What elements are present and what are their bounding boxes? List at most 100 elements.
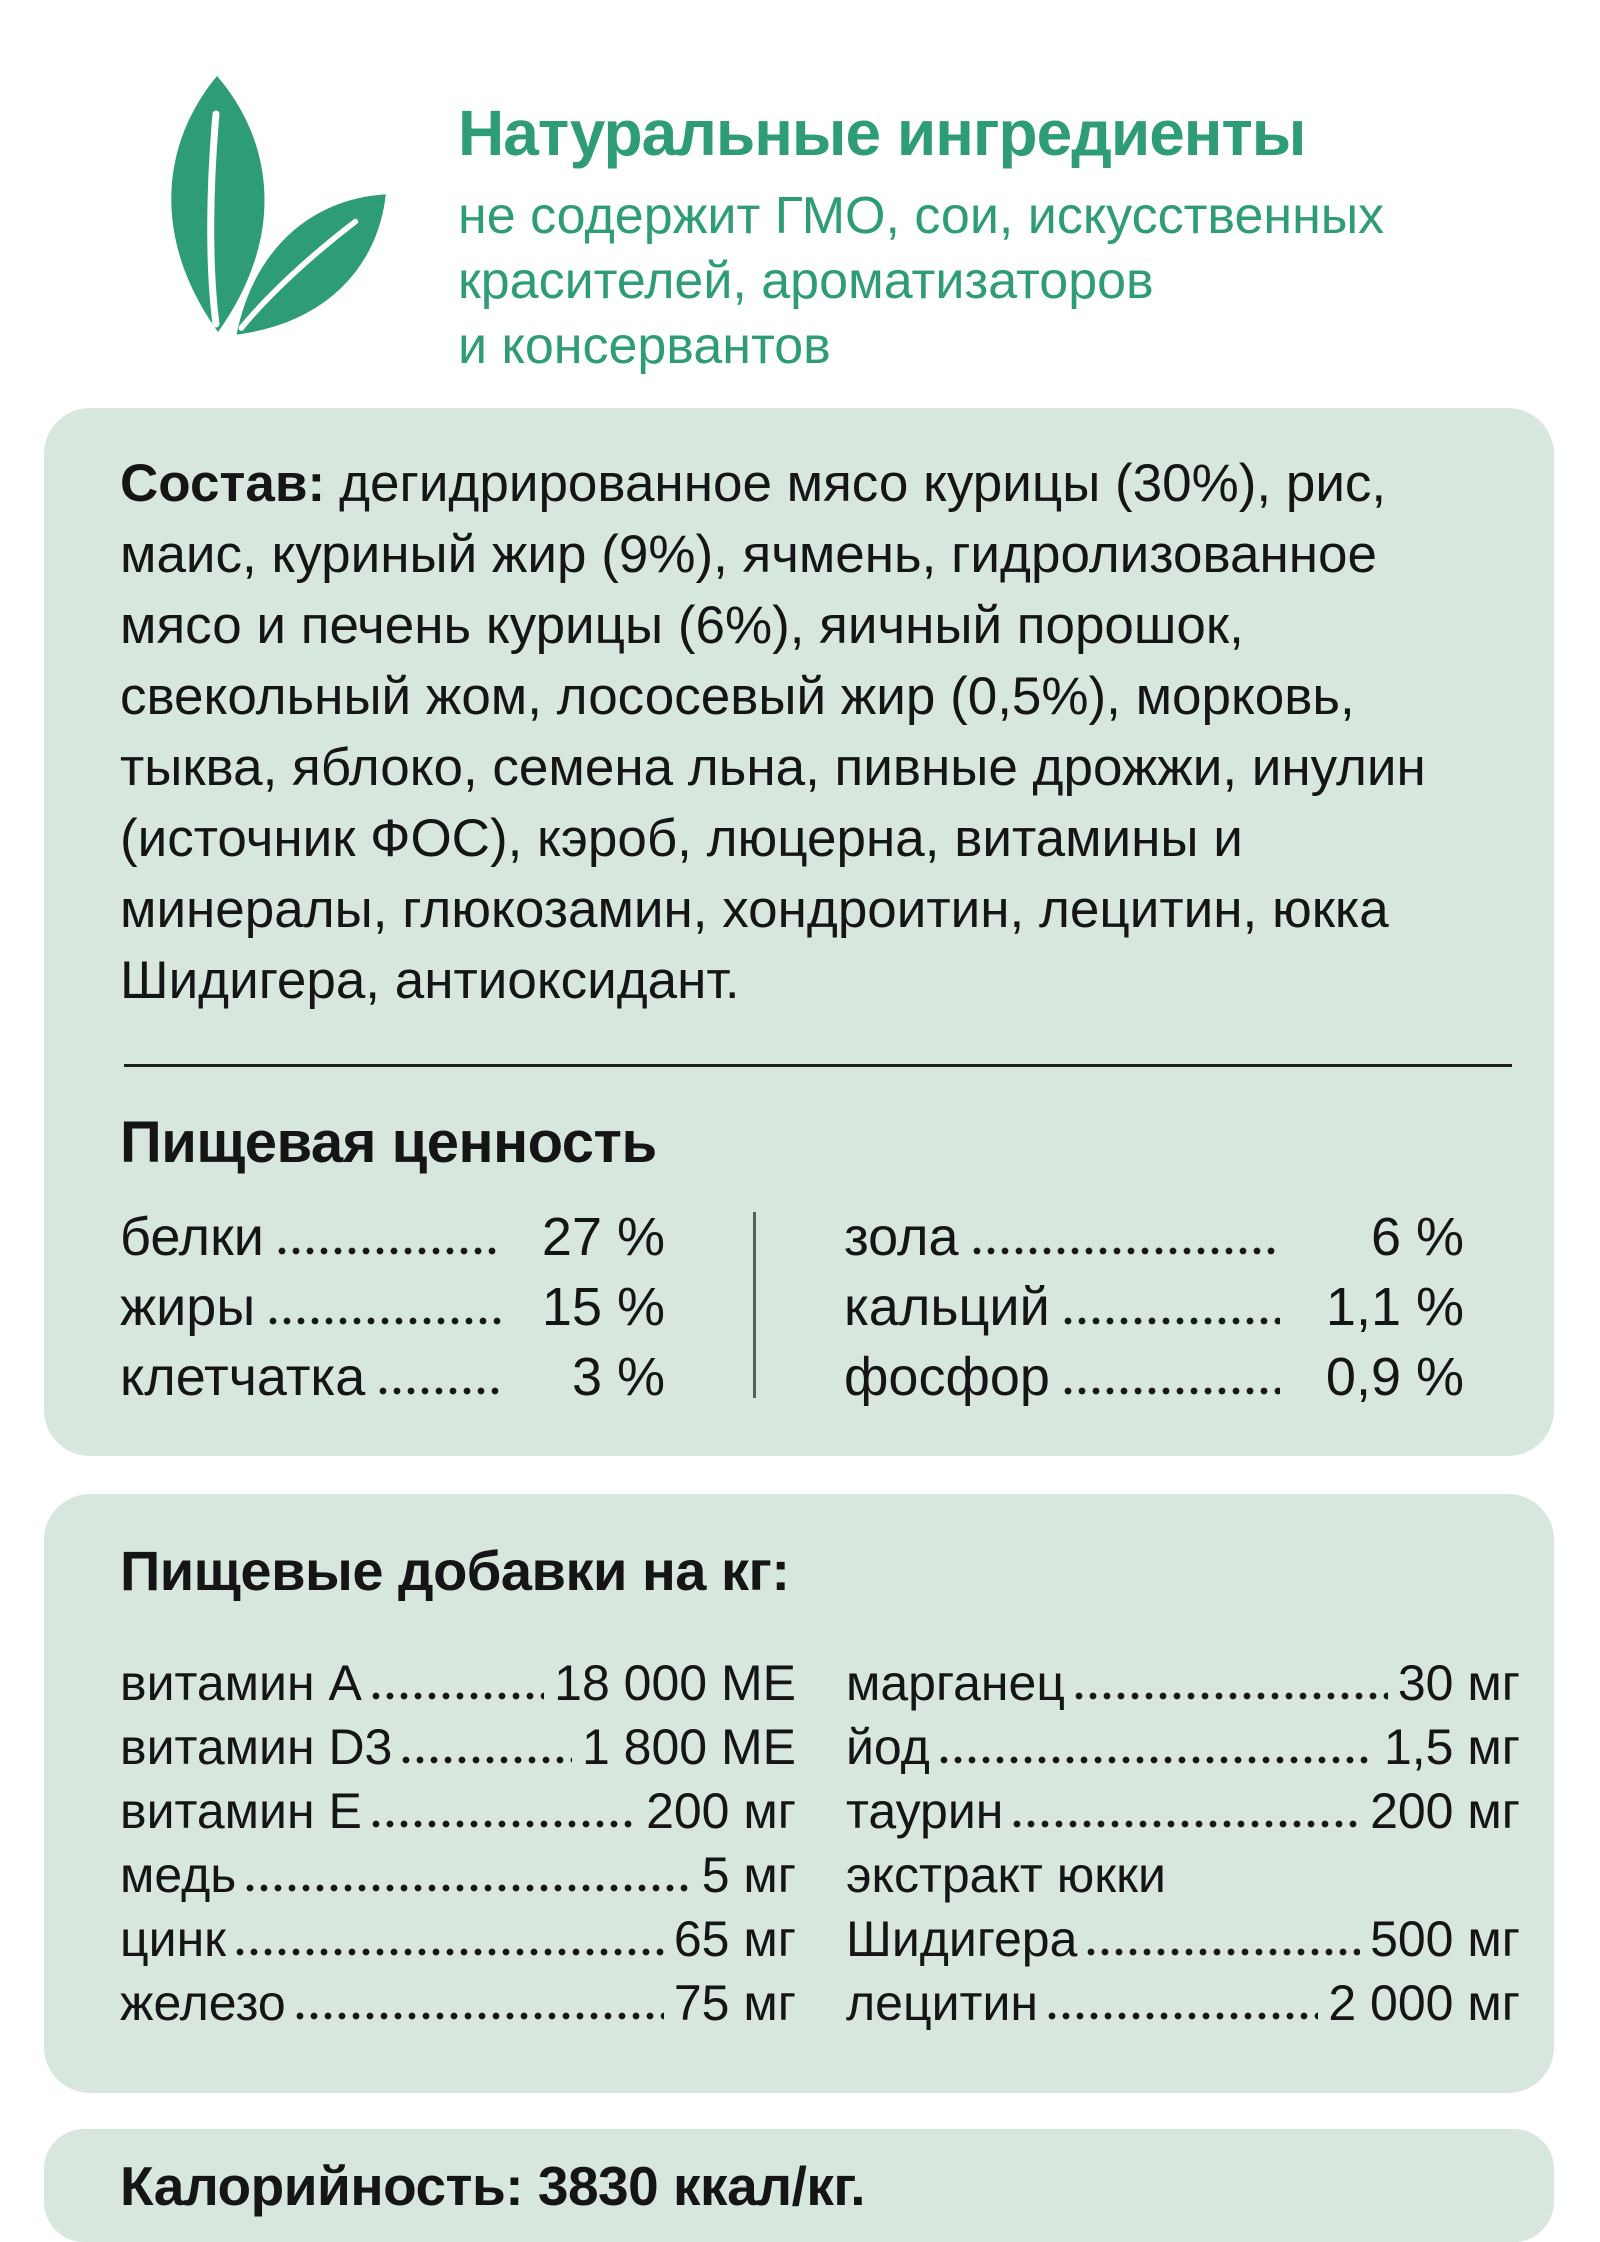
composition-line: свекольный жом, лососевый жир (0,5%), мо… [120,667,1355,726]
composition-line: минералы, глюкозамин, хондроитин, лецити… [120,880,1389,939]
additive-label: таурин [846,1783,1004,1839]
nutrient-row: жиры 15 % [120,1272,665,1342]
dot-leader [972,1247,1280,1255]
dot-leader [1063,1317,1280,1325]
subtitle-line: красителей, ароматизаторов [458,252,1154,310]
additive-row: экстракт юкки [846,1843,1520,1907]
dot-leader [371,1692,545,1700]
nutrient-row: клетчатка 3 % [120,1342,665,1412]
additive-value: 75 мг [673,1975,796,2031]
nutrient-label: кальций [844,1277,1050,1337]
additive-label: витамин А [120,1655,362,1711]
additive-row: медь 5 мг [120,1843,796,1907]
additives-title: Пищевые добавки на кг: [120,1539,790,1602]
composition-line: мясо и печень курицы (6%), яичный порошо… [120,596,1244,655]
leaves-logo [112,72,412,362]
composition-line: дегидрированное мясо курицы (30%), рис, [339,454,1387,513]
nutrition-column-right: зола 6 % кальций 1,1 % фосфор 0,9 % [844,1202,1516,1412]
dot-leader [371,1820,637,1828]
additive-row: витамин D3 1 800 МЕ [120,1715,796,1779]
nutrient-value: 15 % [541,1277,665,1337]
additive-value: 200 мг [646,1783,796,1839]
additive-label: цинк [120,1911,227,1967]
page-subtitle: не содержит ГМО, сои, искусственных крас… [458,184,1384,379]
dot-leader [1048,2012,1319,2020]
additive-label: железо [120,1975,286,2031]
nutrient-label: фосфор [844,1347,1050,1407]
nutrient-value: 0,9 % [1325,1347,1464,1407]
additive-row: Шидигера 500 мг [846,1907,1520,1971]
additive-row: лецитин 2 000 мг [846,1971,1520,2035]
nutrient-value: 27 % [541,1207,665,1267]
dot-leader [402,1756,572,1764]
additives-table: витамин А 18 000 МЕ витамин D3 1 800 МЕ … [120,1651,1536,2035]
additives-column-right: марганец 30 мг йод 1,5 мг таурин 200 мг … [846,1651,1536,2035]
composition-line: маис, куриный жир (9%), ячмень, гидролиз… [120,525,1377,584]
additive-row: таурин 200 мг [846,1779,1520,1843]
nutrient-value: 6 % [1370,1207,1464,1267]
additive-row: витамин Е 200 мг [120,1779,796,1843]
dot-leader [295,2012,664,2020]
dot-leader [1075,1692,1388,1700]
nutrient-label: жиры [120,1277,256,1337]
additive-label: медь [120,1847,237,1903]
additive-value: 18 000 МЕ [554,1655,796,1711]
additive-label: витамин Е [120,1783,362,1839]
dot-leader [236,1948,664,1956]
additives-box: Пищевые добавки на кг: витамин А 18 000 … [44,1494,1554,2093]
additive-value: 1,5 мг [1383,1719,1520,1775]
header: Натуральные ингредиенты не содержит ГМО,… [0,0,1600,400]
nutrient-label: клетчатка [120,1347,366,1407]
additive-label: Шидигера [846,1911,1078,1967]
page-title: Натуральные ингредиенты [458,97,1306,169]
composition-line: тыква, яблоко, семена льна, пивные дрожж… [120,738,1426,797]
composition-line: (источник ФОС), кэроб, люцерна, витамины… [120,809,1243,868]
nutrient-row: зола 6 % [844,1202,1464,1272]
additive-value: 200 мг [1370,1783,1520,1839]
composition-label: Состав: [120,454,326,513]
additive-row: марганец 30 мг [846,1651,1520,1715]
subtitle-line: не содержит ГМО, сои, искусственных [458,187,1385,245]
dot-leader [246,1884,692,1892]
nutrition-title: Пищевая ценность [120,1110,657,1175]
nutrient-row: фосфор 0,9 % [844,1342,1464,1412]
nutrient-row: кальций 1,1 % [844,1272,1464,1342]
additive-value: 500 мг [1370,1911,1520,1967]
additive-row: йод 1,5 мг [846,1715,1520,1779]
nutrient-value: 3 % [571,1347,665,1407]
additive-label: лецитин [846,1975,1038,2031]
subtitle-line: и консервантов [458,317,831,375]
dot-leader [1013,1820,1361,1828]
section-divider [124,1064,1512,1067]
additive-row: железо 75 мг [120,1971,796,2035]
additive-row: цинк 65 мг [120,1907,796,1971]
additive-label: марганец [846,1655,1065,1711]
additive-label: йод [846,1719,930,1775]
calories-text: Калорийность: 3830 ккал/кг. [120,2154,866,2217]
dot-leader [1087,1948,1361,1956]
additive-value: 5 мг [701,1847,796,1903]
nutrient-label: зола [844,1207,959,1267]
composition-line: Шидигера, антиоксидант. [120,951,740,1010]
additive-row: витамин А 18 000 МЕ [120,1651,796,1715]
additive-label: витамин D3 [120,1719,393,1775]
nutrient-label: белки [120,1207,264,1267]
additive-value: 1 800 МЕ [581,1719,796,1775]
dot-leader [939,1756,1374,1764]
additive-value: 65 мг [673,1911,796,1967]
additive-label: экстракт юкки [846,1847,1166,1903]
nutrient-value: 1,1 % [1325,1277,1464,1337]
dot-leader [269,1317,501,1325]
composition-text: Состав: дегидрированное мясо курицы (30%)… [120,448,1516,1016]
additive-value: 2 000 мг [1328,1975,1520,2031]
dot-leader [1063,1387,1280,1395]
nutrient-row: белки 27 % [120,1202,665,1272]
leaf-icon [171,76,412,362]
calories-box: Калорийность: 3830 ккал/кг. [44,2129,1554,2242]
additives-column-left: витамин А 18 000 МЕ витамин D3 1 800 МЕ … [120,1651,796,2035]
dot-leader [379,1387,501,1395]
composition-box: Состав: дегидрированное мясо курицы (30%)… [44,408,1554,1456]
additive-value: 30 мг [1397,1655,1520,1711]
dot-leader [277,1247,501,1255]
nutrition-table: белки 27 % жиры 15 % клетчатка 3 % зола … [120,1202,1516,1412]
